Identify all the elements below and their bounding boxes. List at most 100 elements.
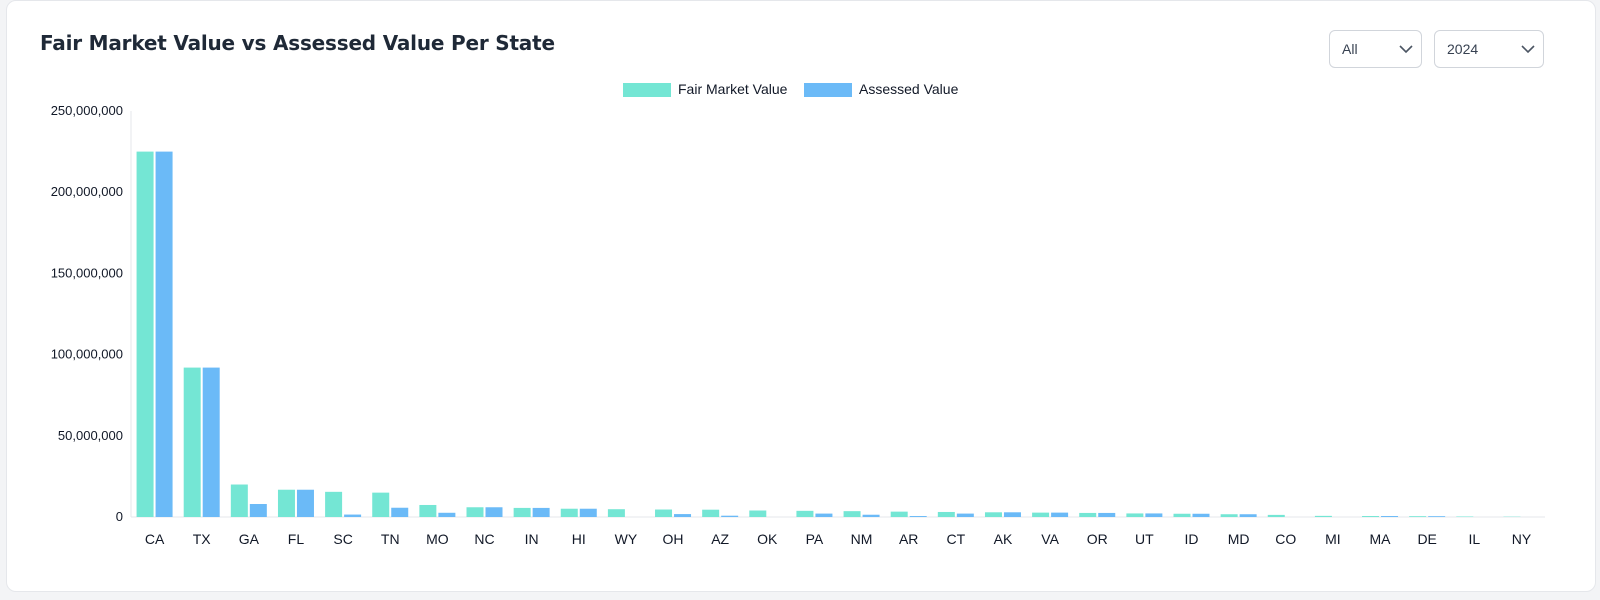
year-value: 2024: [1447, 41, 1479, 57]
x-tick-label-or: OR: [1087, 531, 1108, 547]
fair-market-bar-ut[interactable]: [1126, 513, 1144, 517]
assessed-bar-az[interactable]: [721, 515, 739, 517]
x-tick-label-nm: NM: [851, 531, 873, 547]
x-tick-label-wy: WY: [615, 531, 638, 547]
fair-market-bar-nm[interactable]: [843, 511, 861, 517]
fair-market-bar-or[interactable]: [1079, 512, 1097, 517]
assessed-bar-va[interactable]: [1051, 512, 1069, 517]
property-type-select[interactable]: All: [1329, 30, 1422, 68]
assessed-bar-ga[interactable]: [249, 504, 267, 517]
fair-market-bar-pa[interactable]: [796, 510, 814, 517]
x-tick-label-ma: MA: [1370, 531, 1392, 547]
x-tick-label-ct: CT: [946, 531, 965, 547]
x-tick-label-oh: OH: [663, 531, 684, 547]
x-tick-label-co: CO: [1275, 531, 1296, 547]
x-tick-label-ca: CA: [145, 531, 165, 547]
y-tick-label: 100,000,000: [51, 347, 123, 362]
x-tick-label-va: VA: [1041, 531, 1059, 547]
fair-market-bar-ok[interactable]: [749, 510, 767, 518]
fair-market-bar-oh[interactable]: [655, 509, 673, 517]
x-tick-label-ok: OK: [757, 531, 778, 547]
legend-swatch-fair-market[interactable]: [623, 83, 671, 97]
assessed-bar-hi[interactable]: [579, 508, 597, 517]
chart-legend: Fair Market Value Assessed Value: [623, 81, 959, 97]
assessed-bar-id[interactable]: [1192, 513, 1210, 517]
assessed-bar-in[interactable]: [532, 507, 550, 517]
x-tick-label-ny: NY: [1512, 531, 1532, 547]
y-tick-label: 250,000,000: [51, 103, 123, 118]
assessed-bar-ca[interactable]: [155, 151, 173, 517]
assessed-bar-ut[interactable]: [1145, 513, 1163, 517]
chevron-down-icon: [1391, 30, 1421, 68]
assessed-bar-ma[interactable]: [1381, 516, 1399, 517]
x-axis-ticks: CA TX GA FL SC TN MO NC IN HI WY OH AZ OK PA NM AR CT AK VA…: [145, 531, 1532, 547]
x-tick-label-ga: GA: [239, 531, 260, 547]
x-tick-label-ar: AR: [899, 531, 918, 547]
fair-market-bar-ar[interactable]: [890, 511, 908, 517]
assessed-bar-ak[interactable]: [1003, 512, 1021, 517]
x-tick-label-mo: MO: [426, 531, 449, 547]
assessed-bar-sc[interactable]: [344, 514, 362, 517]
assessed-bar-pa[interactable]: [815, 513, 833, 517]
x-tick-label-ut: UT: [1135, 531, 1154, 547]
bar-chart: Fair Market Value Assessed Value 0 50,000…: [51, 81, 1545, 547]
x-tick-label-in: IN: [525, 531, 539, 547]
x-tick-label-il: IL: [1468, 531, 1480, 547]
fair-market-bar-ak[interactable]: [984, 512, 1002, 517]
fair-market-bar-mo[interactable]: [419, 504, 437, 517]
x-tick-label-id: ID: [1185, 531, 1199, 547]
fair-market-bar-de[interactable]: [1409, 516, 1427, 517]
fair-market-bar-id[interactable]: [1173, 513, 1191, 517]
fair-market-bar-hi[interactable]: [560, 508, 578, 517]
y-tick-label: 200,000,000: [51, 184, 123, 199]
property-type-value: All: [1342, 41, 1358, 57]
x-tick-label-mi: MI: [1325, 531, 1341, 547]
assessed-bar-or[interactable]: [1098, 512, 1116, 517]
x-tick-label-sc: SC: [333, 531, 352, 547]
y-axis-ticks: 0 50,000,000 100,000,000 150,000,000 200,000…: [51, 103, 123, 524]
fair-market-bar-wy[interactable]: [607, 509, 625, 517]
assessed-bar-ct[interactable]: [956, 513, 974, 517]
fair-market-bar-ca[interactable]: [136, 151, 154, 517]
chevron-down-icon: [1513, 30, 1543, 68]
fair-market-bar-tn[interactable]: [372, 492, 390, 517]
assessed-bar-md[interactable]: [1239, 514, 1257, 517]
y-tick-label: 50,000,000: [58, 428, 123, 443]
x-tick-label-md: MD: [1228, 531, 1250, 547]
x-tick-label-tn: TN: [381, 531, 400, 547]
x-tick-label-hi: HI: [572, 531, 586, 547]
assessed-bar-de[interactable]: [1428, 516, 1446, 517]
fair-market-bar-co[interactable]: [1267, 514, 1285, 517]
fair-market-bar-ga[interactable]: [230, 484, 248, 517]
fair-market-bar-fl[interactable]: [277, 489, 295, 517]
legend-swatch-assessed[interactable]: [804, 83, 852, 97]
x-tick-label-fl: FL: [288, 531, 305, 547]
fair-market-bar-sc[interactable]: [325, 491, 343, 517]
assessed-bar-tn[interactable]: [391, 507, 409, 517]
fair-market-bar-ma[interactable]: [1362, 516, 1380, 517]
assessed-bar-nm[interactable]: [862, 514, 880, 517]
x-tick-label-az: AZ: [711, 531, 729, 547]
chart-title: Fair Market Value vs Assessed Value Per …: [40, 31, 555, 55]
assessed-bar-fl[interactable]: [296, 489, 314, 517]
legend-label-assessed[interactable]: Assessed Value: [859, 81, 959, 97]
bars: [136, 151, 1521, 518]
fair-market-bar-tx[interactable]: [183, 367, 201, 517]
y-tick-label: 150,000,000: [51, 265, 123, 280]
legend-label-fair-market[interactable]: Fair Market Value: [678, 81, 788, 97]
assessed-bar-mo[interactable]: [438, 512, 456, 517]
assessed-bar-nc[interactable]: [485, 507, 503, 517]
assessed-bar-ar[interactable]: [909, 516, 927, 517]
fair-market-bar-mi[interactable]: [1314, 515, 1332, 517]
x-tick-label-nc: NC: [474, 531, 494, 547]
fair-market-bar-va[interactable]: [1032, 512, 1050, 517]
assessed-bar-tx[interactable]: [202, 367, 220, 517]
fair-market-bar-ct[interactable]: [937, 511, 955, 517]
fair-market-bar-az[interactable]: [702, 509, 720, 517]
x-tick-label-tx: TX: [193, 531, 212, 547]
fair-market-bar-nc[interactable]: [466, 507, 484, 517]
fair-market-bar-md[interactable]: [1220, 514, 1238, 517]
fair-market-bar-in[interactable]: [513, 507, 531, 517]
year-select[interactable]: 2024: [1434, 30, 1544, 68]
assessed-bar-oh[interactable]: [674, 514, 692, 517]
